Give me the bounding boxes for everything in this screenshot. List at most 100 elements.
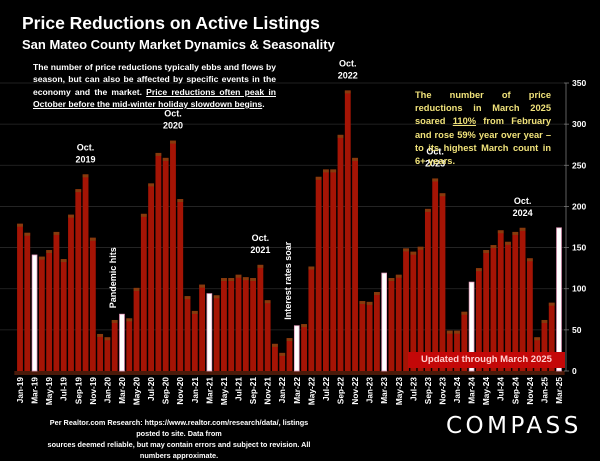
peak-annotation: 2024: [513, 208, 533, 218]
updated-banner: Updated through March 2025: [408, 352, 565, 368]
bar: [272, 343, 278, 371]
bar: [541, 319, 548, 371]
bar-cap: [315, 176, 322, 180]
bar-cap: [541, 319, 548, 323]
x-tick-label: Nov-20: [175, 377, 185, 405]
x-tick-label: May-20: [132, 377, 142, 406]
bar: [24, 232, 31, 371]
bar: [286, 338, 293, 371]
bar-cap: [126, 318, 133, 322]
bar-cap: [228, 278, 235, 282]
bar-cap: [111, 319, 118, 323]
bar-cap: [60, 259, 67, 263]
bar: [424, 208, 431, 371]
bar-cap: [162, 157, 169, 161]
bar-cap: [279, 352, 286, 356]
bar-cap: [366, 301, 373, 305]
source-line-2: sources deemed reliable, but may contain…: [47, 440, 311, 460]
bar-cap: [337, 134, 344, 138]
bar: [323, 169, 329, 371]
x-tick-label: Jul-19: [59, 377, 69, 401]
peak-annotation: Oct.: [164, 109, 182, 119]
bar: [373, 292, 380, 371]
x-tick-label: Jul-24: [496, 377, 506, 401]
x-tick-label: May-19: [44, 377, 54, 406]
x-tick-label: Jul-21: [234, 377, 244, 401]
bar: [97, 333, 104, 371]
x-tick-label: Sep-22: [335, 377, 345, 405]
bar-cap: [221, 278, 227, 282]
bar: [315, 176, 322, 371]
bar-cap: [475, 268, 482, 272]
y-tick-label: 150: [572, 243, 586, 253]
peak-annotation: 2019: [76, 154, 96, 164]
bar: [104, 337, 111, 371]
x-tick-label: Sep-20: [161, 377, 171, 405]
bar: [548, 302, 555, 371]
source-note: Per Realtor.com Research: https://www.re…: [44, 417, 314, 461]
y-tick-label: 300: [572, 119, 586, 129]
bar: [184, 296, 191, 371]
x-tick-label: Nov-24: [525, 377, 535, 405]
bar: [352, 157, 358, 371]
bar-chart: 0 50 100 150 200 250 300 350 Jan-19 Mar-19 May-19…: [0, 58, 586, 406]
bar: [308, 266, 315, 371]
x-tick-label: Nov-22: [350, 377, 360, 405]
y-tick-label: 350: [572, 78, 586, 88]
x-tick-label: Jul-22: [321, 377, 331, 401]
bar-cap: [177, 199, 184, 203]
peak-annotation: Oct.: [252, 233, 270, 243]
bar-highlight: [468, 281, 475, 372]
x-tick-label: Mar-21: [204, 377, 214, 404]
bar-cap: [89, 237, 96, 241]
x-tick-label: Jan-20: [102, 377, 112, 404]
x-axis: Jan-19 Mar-19 May-19 Jul-19 Sep-19 Nov-19 Jan-…: [15, 377, 564, 406]
bar-cap: [75, 189, 82, 193]
bar: [264, 300, 271, 371]
bar: [301, 324, 307, 371]
bar-cap: [446, 330, 453, 334]
bar: [344, 90, 351, 372]
bar: [403, 248, 409, 371]
bar-cap: [46, 250, 53, 254]
bar-highlight: [31, 254, 38, 372]
bar: [133, 287, 140, 371]
bar: [475, 268, 482, 371]
bar: [148, 183, 155, 371]
x-tick-label: May-23: [394, 377, 404, 406]
peak-annotation: 2022: [338, 70, 358, 80]
bar: [337, 134, 344, 371]
bar: [417, 246, 424, 371]
bar-cap: [417, 246, 424, 250]
x-tick-label: Nov-23: [437, 377, 447, 405]
bar-cap: [461, 311, 468, 315]
bar: [483, 250, 490, 371]
bar-cap: [330, 169, 337, 173]
bar: [454, 330, 460, 371]
x-tick-label: Jul-20: [146, 377, 156, 401]
x-tick-label: Jan-25: [539, 377, 549, 404]
x-tick-label: Jan-24: [452, 377, 462, 404]
bar-highlight: [556, 227, 562, 372]
bar-cap: [170, 140, 176, 144]
x-tick-label: Sep-21: [248, 377, 258, 405]
bar-highlight: [293, 325, 300, 372]
bar: [395, 274, 402, 371]
bar-cap: [264, 300, 271, 304]
x-tick-label: Nov-19: [88, 377, 98, 405]
bar-cap: [104, 337, 111, 341]
bar-cap: [82, 174, 89, 178]
bar: [68, 214, 74, 371]
bar-cap: [424, 208, 431, 212]
intro-end: .: [262, 98, 265, 109]
bar-cap: [519, 227, 526, 231]
x-tick-label: Sep-24: [510, 377, 520, 405]
bar: [111, 319, 118, 371]
bar: [191, 310, 198, 371]
bar-cap: [286, 338, 293, 342]
bar-cap: [352, 157, 358, 161]
bar: [17, 223, 23, 371]
bar: [126, 318, 133, 371]
y-axis: 0 50 100 150 200 250 300 350: [564, 78, 586, 376]
bar: [177, 199, 184, 371]
